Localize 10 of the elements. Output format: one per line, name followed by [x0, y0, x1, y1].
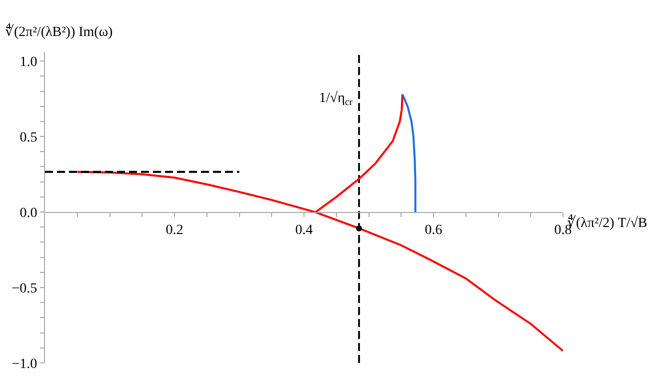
y-tick-label: −1.0 — [12, 356, 38, 372]
y-tick-label: −0.5 — [12, 281, 38, 296]
y-tick-label: 1.0 — [20, 54, 38, 70]
x-tick-label: 0.6 — [424, 222, 442, 238]
x-tick-label: 0.4 — [295, 222, 313, 238]
x-tick-label: 0.2 — [166, 222, 184, 238]
y-tick-label: 0.5 — [20, 130, 38, 146]
y-tick-label: 0.0 — [20, 206, 38, 221]
ref-line-label: 1/√η$_{cr}$ — [319, 90, 354, 108]
y-axis-title: ∜(2π²/(λB²)) Im(ω) — [5, 23, 114, 40]
